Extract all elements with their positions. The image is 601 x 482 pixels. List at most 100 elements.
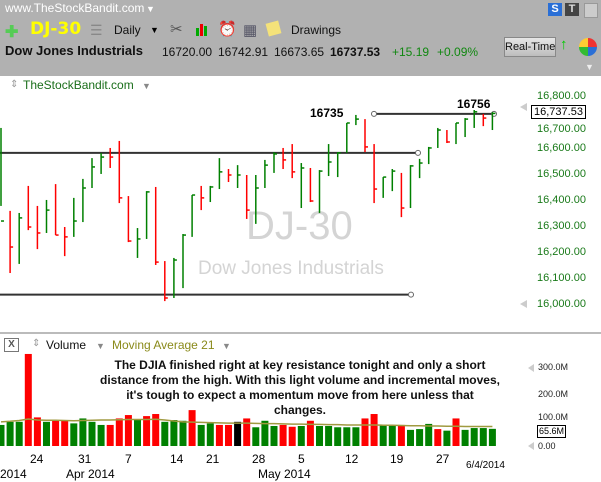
volume-bar — [279, 424, 287, 446]
price-pointer-icon — [520, 103, 527, 111]
period-select[interactable]: Daily — [114, 23, 141, 37]
month-label: 2014 — [0, 467, 27, 481]
volume-bar — [361, 418, 369, 446]
close-label: X — [8, 339, 15, 350]
month-label: Apr 2014 — [66, 467, 115, 481]
price-pointer-icon — [520, 300, 527, 308]
price-axis-label: 16,100.00 — [537, 272, 586, 284]
moving-average-line — [0, 418, 493, 428]
volume-axis-label: 300.0M — [538, 362, 569, 372]
volume-bar — [407, 429, 414, 446]
volume-bar — [124, 415, 132, 446]
date-tick-label: 5 — [298, 452, 305, 466]
move-handle-icon[interactable]: ⇕ — [32, 338, 41, 349]
volume-bar — [88, 421, 96, 446]
price-axis-label: 16,600.00 — [537, 142, 586, 154]
date-tick-label: 7 — [125, 452, 132, 466]
analysis-note: The DJIA finished right at key resistanc… — [100, 358, 500, 417]
moving-average-label[interactable]: Moving Average 21 — [112, 338, 215, 352]
t-label: T — [568, 3, 576, 15]
alarm-clock-icon[interactable]: ⏰ — [218, 21, 237, 38]
volume-bar — [15, 421, 23, 446]
last-value: 16737.53 — [330, 45, 381, 59]
instrument-name: Dow Jones Industrials — [5, 43, 143, 58]
volume-bar — [52, 420, 60, 446]
site-title[interactable]: www.TheStockBandit.com — [5, 1, 145, 15]
volume-bar — [161, 421, 169, 446]
volume-axis-label: 200.0M — [538, 389, 569, 399]
volume-bar — [288, 426, 296, 446]
drawings-button[interactable]: Drawings — [291, 23, 342, 37]
date-tick-label: 21 — [206, 452, 220, 466]
palette-icon[interactable] — [579, 38, 597, 56]
symbol-input[interactable]: DJ-30 — [30, 19, 82, 39]
volume-bar — [234, 421, 242, 446]
source-dropdown-icon[interactable]: ▼ — [142, 81, 151, 91]
volume-bar — [0, 424, 5, 446]
price-axis-label: 16,000.00 — [537, 298, 586, 310]
volume-dropdown-icon[interactable]: ▼ — [96, 341, 105, 351]
volume-bar — [261, 420, 269, 446]
volume-bar — [179, 420, 187, 446]
volume-bar — [479, 428, 487, 446]
volume-title[interactable]: Volume — [46, 338, 87, 352]
watermark-name: Dow Jones Industrials — [198, 258, 384, 279]
source-label[interactable]: TheStockBandit.com — [23, 78, 134, 92]
volume-bar — [252, 427, 260, 446]
save-icon[interactable] — [584, 3, 598, 18]
s-button[interactable]: S — [548, 3, 562, 16]
volume-bar — [297, 425, 305, 446]
up-arrow-icon: ↑ — [560, 36, 568, 53]
level-handle — [408, 291, 414, 298]
volume-bar — [79, 418, 87, 446]
close-volume-button[interactable]: X — [4, 338, 19, 352]
date-tick-label: 24 — [30, 452, 44, 466]
volume-bar — [325, 425, 333, 446]
ma-dropdown-icon[interactable]: ▼ — [222, 341, 231, 351]
volume-bar — [388, 425, 396, 446]
volume-bar — [461, 429, 469, 446]
volume-bar — [24, 353, 32, 446]
list-icon[interactable]: ☰ — [90, 22, 103, 38]
panel-dropdown-icon[interactable]: ▼ — [585, 62, 594, 72]
site-dropdown-icon[interactable]: ▼ — [146, 4, 155, 14]
price-axis-label: 16,700.00 — [537, 123, 586, 135]
volume-bar — [70, 423, 78, 446]
current-volume-label: 65.6M — [537, 425, 567, 438]
date-tick-label: 28 — [252, 452, 266, 466]
date-tick-label: 31 — [78, 452, 92, 466]
volume-bar — [470, 428, 478, 446]
date-tick-label: 27 — [436, 452, 450, 466]
volume-bar — [443, 430, 451, 446]
date-tick-label: 12 — [345, 452, 359, 466]
level-annotation-16756: 16756 — [457, 97, 491, 111]
last-date-label: 6/4/2014 — [466, 460, 505, 471]
move-handle-icon[interactable]: ⇕ — [10, 79, 19, 90]
volume-pointer-icon — [528, 364, 534, 372]
volume-bar — [143, 416, 151, 446]
plus-icon[interactable]: ✚ — [5, 24, 19, 41]
volume-bar — [97, 424, 105, 446]
volume-bar — [379, 424, 387, 446]
volume-bar — [33, 417, 41, 446]
current-price-label: 16,737.53 — [531, 105, 586, 119]
tools-icon[interactable]: ✂ — [170, 21, 183, 38]
t-button[interactable]: T — [565, 3, 579, 16]
period-dropdown-icon[interactable]: ▼ — [150, 25, 159, 35]
volume-bar — [206, 423, 214, 446]
realtime-button[interactable]: Real-Time — [504, 37, 556, 57]
level-annotation-16735: 16735 — [310, 106, 344, 120]
volume-bar — [188, 410, 196, 446]
volume-bar — [452, 418, 460, 446]
volume-bar — [425, 423, 433, 446]
volume-bar — [170, 420, 178, 446]
volume-bar — [243, 418, 251, 446]
price-axis-label: 16,800.00 — [537, 90, 586, 102]
bar-chart-icon[interactable] — [196, 23, 210, 36]
volume-bar — [397, 424, 405, 446]
calendar-add-icon[interactable]: ▦ — [243, 22, 258, 39]
price-axis-label: 16,400.00 — [537, 194, 586, 206]
volume-bar — [61, 420, 69, 446]
watermark-symbol: DJ-30 — [246, 204, 353, 248]
